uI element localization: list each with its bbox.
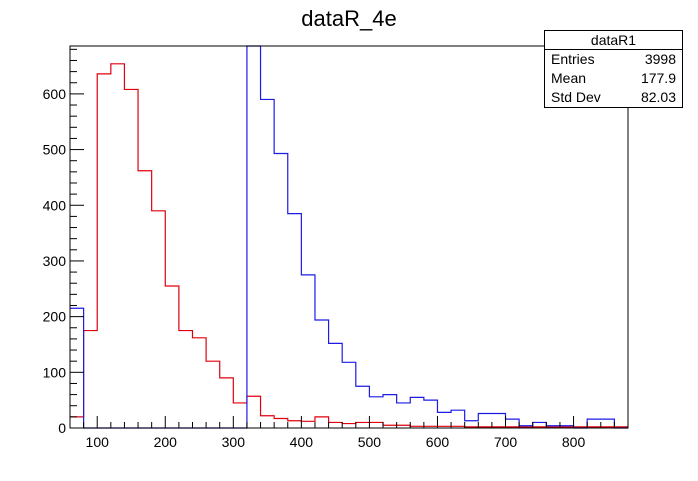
y-tick-label: 200 xyxy=(43,309,67,325)
chart-title: dataR_4e xyxy=(301,6,397,31)
x-tick-label: 100 xyxy=(86,434,110,450)
stats-label: Entries xyxy=(551,51,595,67)
x-tick-label: 500 xyxy=(358,434,382,450)
x-tick-label: 800 xyxy=(562,434,586,450)
y-tick-label: 300 xyxy=(43,253,67,269)
stats-label: Std Dev xyxy=(551,89,601,105)
stats-box-title: dataR1 xyxy=(545,31,682,50)
stats-row-mean: Mean 177.9 xyxy=(545,69,682,88)
x-tick-label: 700 xyxy=(494,434,518,450)
y-tick-label: 0 xyxy=(58,420,66,436)
x-tick-label: 200 xyxy=(154,434,178,450)
y-tick-label: 600 xyxy=(43,86,67,102)
stats-row-entries: Entries 3998 xyxy=(545,50,682,69)
stats-row-stddev: Std Dev 82.03 xyxy=(545,88,682,107)
stats-value: 3998 xyxy=(644,51,676,67)
y-tick-label: 100 xyxy=(43,364,67,380)
y-tick-label: 400 xyxy=(43,197,67,213)
series-line-0 xyxy=(70,63,628,428)
stats-value: 177.9 xyxy=(640,70,676,86)
x-tick-label: 600 xyxy=(426,434,450,450)
plot-frame xyxy=(69,45,629,429)
x-tick-label: 400 xyxy=(290,434,314,450)
stats-label: Mean xyxy=(551,70,587,86)
stats-value: 82.03 xyxy=(640,89,676,105)
x-tick-label: 300 xyxy=(222,434,246,450)
y-tick-label: 500 xyxy=(43,142,67,158)
stats-box: dataR1 Entries 3998 Mean 177.9 Std Dev 8… xyxy=(544,30,683,108)
